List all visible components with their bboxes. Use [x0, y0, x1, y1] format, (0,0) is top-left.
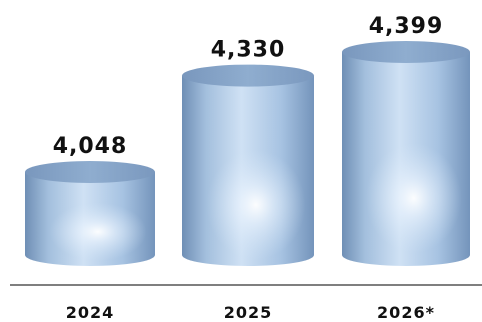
x-tick-label: 2026* — [377, 303, 435, 322]
value-label: 4,048 — [53, 134, 128, 159]
value-label: 4,399 — [369, 14, 444, 39]
x-tick-label: 2024 — [66, 303, 115, 322]
cylinder-bar — [182, 64, 314, 266]
x-tick-labels: 2024 2025 2026* — [66, 303, 435, 322]
cylinder-top — [342, 41, 470, 63]
value-label: 4,330 — [211, 38, 286, 63]
cylinder-bar — [25, 161, 155, 266]
cylinder-highlight — [206, 149, 306, 260]
cylinder-top — [25, 161, 155, 183]
cylinder-highlight — [365, 143, 462, 254]
cylinder-top — [182, 64, 314, 87]
cylinder-highlight — [49, 202, 147, 261]
bars-layer: 4,048 4,330 4,399 — [25, 14, 470, 266]
x-tick-label: 2025 — [224, 303, 273, 322]
cylinder-bar — [342, 41, 470, 266]
